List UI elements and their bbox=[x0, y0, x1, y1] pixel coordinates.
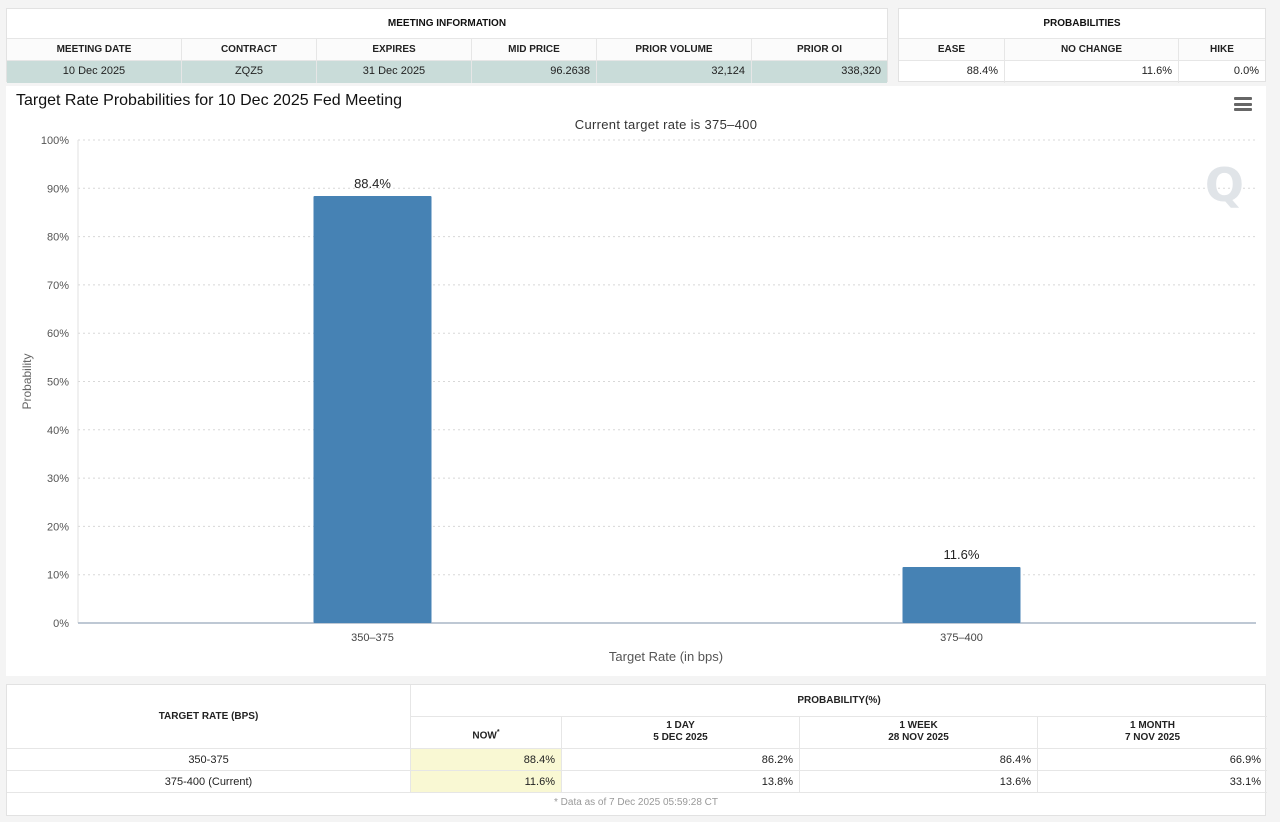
y-tick-label: 50% bbox=[47, 377, 69, 389]
y-tick-label: 100% bbox=[41, 135, 69, 147]
bar-data-label: 88.4% bbox=[354, 176, 391, 191]
chart-subtitle: Current target rate is 375–400 bbox=[574, 117, 758, 132]
y-tick-label: 0% bbox=[53, 618, 69, 630]
table-cell-1-day: 86.2% bbox=[562, 749, 800, 771]
hike-value: 0.0% bbox=[1233, 65, 1259, 77]
ease-header: EASE bbox=[899, 39, 1005, 60]
one-month-column-header: 1 MONTH 7 NOV 2025 bbox=[1038, 717, 1267, 749]
no-change-value: 11.6% bbox=[1005, 61, 1179, 83]
y-tick-label: 30% bbox=[47, 473, 69, 485]
y-tick-label: 40% bbox=[47, 425, 69, 437]
mid-price-value: 96.2638 bbox=[472, 61, 597, 83]
probabilities-value-row: 88.4% 11.6% 0.0% bbox=[899, 61, 1265, 83]
y-tick-label: 90% bbox=[47, 183, 69, 195]
hamburger-menu-icon[interactable] bbox=[1234, 97, 1252, 111]
prior-volume-header: PRIOR VOLUME bbox=[597, 39, 752, 60]
table-cell-now: 88.4% bbox=[411, 749, 562, 771]
chart-panel: 0% 10% 20% 30% 40% 50% 60% 70% 80% 90% 100% 88.4% 35… bbox=[6, 86, 1266, 676]
table-row-label: 350-375 bbox=[7, 749, 411, 771]
now-column-header: NOW* bbox=[411, 717, 562, 749]
y-tick-label: 70% bbox=[47, 280, 69, 292]
x-axis-title: Target Rate (in bps) bbox=[609, 649, 723, 664]
y-tick-label: 60% bbox=[47, 328, 69, 340]
data-timestamp-footnote: * Data as of 7 Dec 2025 05:59:28 CT bbox=[554, 797, 718, 808]
contract-value: ZQZ5 bbox=[182, 61, 317, 83]
no-change-header: NO CHANGE bbox=[1005, 39, 1179, 60]
probabilities-header-row: EASE NO CHANGE HIKE bbox=[899, 39, 1265, 61]
one-week-column-header: 1 WEEK 28 NOV 2025 bbox=[800, 717, 1038, 749]
watermark-logo: Q bbox=[1204, 158, 1244, 212]
chart-title: Target Rate Probabilities for 10 Dec 202… bbox=[16, 92, 402, 109]
prior-oi-header: PRIOR OI bbox=[796, 44, 842, 55]
table-cell-now: 11.6% bbox=[411, 771, 562, 793]
y-tick-label: 80% bbox=[47, 232, 69, 244]
bar-data-label: 11.6% bbox=[944, 547, 980, 562]
mid-price-header: MID PRICE bbox=[472, 39, 597, 60]
target-rate-probability-table: TARGET RATE (BPS) PROBABILITY(%) NOW* 1 … bbox=[6, 684, 1267, 816]
expires-header: EXPIRES bbox=[317, 39, 472, 60]
y-tick-label: 20% bbox=[47, 521, 69, 533]
table-cell-1-month: 33.1% bbox=[1038, 771, 1267, 793]
y-tick-label: 10% bbox=[47, 570, 69, 582]
table-row-label: 375-400 (Current) bbox=[7, 771, 411, 793]
expires-value: 31 Dec 2025 bbox=[317, 61, 472, 83]
table-cell-1-week: 86.4% bbox=[800, 749, 1038, 771]
meeting-information-panel: MEETING INFORMATION MEETING DATE CONTRAC… bbox=[6, 8, 888, 83]
probability-group-header: PROBABILITY(%) bbox=[411, 685, 1267, 717]
contract-header: CONTRACT bbox=[182, 39, 317, 60]
probability-bar-chart: 0% 10% 20% 30% 40% 50% 60% 70% 80% 90% 100% 88.4% 35… bbox=[20, 135, 1256, 664]
meeting-date-header: MEETING DATE bbox=[7, 39, 182, 60]
x-tick-label: 350–375 bbox=[351, 632, 394, 644]
table-cell-1-week: 13.6% bbox=[800, 771, 1038, 793]
probabilities-panel: PROBABILITIES EASE NO CHANGE HIKE 88.4% … bbox=[898, 8, 1266, 83]
table-cell-1-month: 66.9% bbox=[1038, 749, 1267, 771]
meeting-information-title: MEETING INFORMATION bbox=[7, 9, 887, 39]
target-rate-header: TARGET RATE (BPS) bbox=[7, 685, 411, 749]
one-day-column-header: 1 DAY 5 DEC 2025 bbox=[562, 717, 800, 749]
prior-oi-value: 338,320 bbox=[841, 65, 881, 77]
ease-value: 88.4% bbox=[899, 61, 1005, 83]
bar bbox=[313, 196, 432, 623]
meeting-information-value-row: 10 Dec 2025 ZQZ5 31 Dec 2025 96.2638 32,… bbox=[7, 61, 887, 83]
y-axis-title: Probability bbox=[20, 353, 34, 409]
meeting-information-header-row: MEETING DATE CONTRACT EXPIRES MID PRICE … bbox=[7, 39, 887, 61]
bar bbox=[902, 566, 1021, 623]
table-cell-1-day: 13.8% bbox=[562, 771, 800, 793]
x-tick-label: 375–400 bbox=[940, 632, 983, 644]
meeting-date-value: 10 Dec 2025 bbox=[7, 61, 182, 83]
hike-header: HIKE bbox=[1210, 44, 1234, 55]
probabilities-title: PROBABILITIES bbox=[899, 9, 1265, 39]
prior-volume-value: 32,124 bbox=[597, 61, 752, 83]
